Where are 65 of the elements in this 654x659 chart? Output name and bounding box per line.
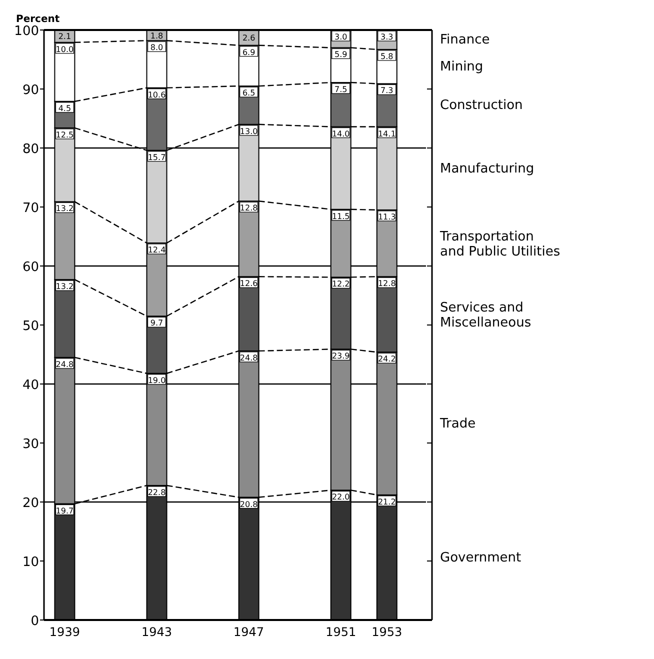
data-label: 24.8 [56,360,74,369]
data-label: 12.5 [56,130,74,140]
y-tick-label: 60 [22,260,39,275]
legend-label: Manufacturing [440,161,534,176]
x-tick-label: 1951 [326,625,356,639]
data-label: 1.8 [150,31,164,40]
data-label: 23.9 [332,352,350,361]
data-label: 2.1 [58,32,72,42]
data-label: 13.0 [240,126,258,136]
y-tick-label: 20 [22,496,39,511]
y-tick-label: 90 [22,83,39,98]
data-label: 6.5 [242,88,256,98]
data-label: 5.8 [380,52,394,61]
data-label: 3.0 [334,32,348,42]
y-tick-label: 10 [22,555,39,570]
data-label: 24.2 [378,354,396,364]
y-tick-label: 70 [22,201,39,216]
y-tick-label: 30 [22,437,39,452]
text: Mining [440,60,484,75]
data-label: 12.2 [332,280,350,289]
data-label: 15.7 [148,152,166,162]
data-label: 13.2 [56,204,74,214]
data-label: 7.3 [380,86,394,96]
text: Government [440,550,522,566]
data-label: 10.0 [56,44,74,54]
x-tick-label: 1953 [372,625,402,639]
x-tick-label: 1943 [141,625,172,639]
data-label: 11.3 [378,212,396,222]
y-tick-label: 100 [14,24,39,39]
data-label: 5.9 [334,50,348,60]
text: Services and Miscellaneous [440,300,532,330]
data-label: 7.5 [334,85,348,94]
data-label: 13.2 [56,282,74,292]
y-tick-label: 50 [22,319,39,334]
x-tick-label: 1947 [234,625,264,639]
x-tick-label: 1939 [49,625,80,639]
data-label: 8.0 [150,43,164,52]
data-label: 12.4 [148,245,166,254]
y-tick-label: 80 [22,142,39,157]
text: Trade [439,416,476,432]
data-label: 19.0 [148,376,166,385]
data-label: 10.6 [148,90,166,100]
text: Transportation and Public Utilities [439,229,560,260]
data-label: 11.5 [332,212,350,221]
data-label: 14.0 [332,129,350,138]
data-label: 21.2 [378,497,396,506]
data-label: 20.8 [240,500,258,509]
text: Finance [440,32,490,48]
data-label: 22.8 [148,488,166,497]
data-label: 12.8 [378,279,396,288]
data-label: 12.6 [240,279,258,288]
y-tick-label: 40 [22,378,39,393]
data-label: 24.8 [240,353,258,362]
data-label: 22.0 [332,492,350,502]
data-label: 12.8 [240,204,258,213]
data-label: 6.9 [242,48,256,57]
data-label: 19.7 [56,506,74,516]
data-label: 4.5 [58,104,72,113]
data-label: 2.6 [242,34,256,43]
data-label: 3.3 [380,32,394,42]
data-label: 9.7 [150,318,164,328]
y-axis-title: Percent [16,14,60,25]
y-tick-label: 0 [30,614,39,629]
data-label: 14.1 [378,129,396,138]
legend-label: Construction [440,98,523,114]
